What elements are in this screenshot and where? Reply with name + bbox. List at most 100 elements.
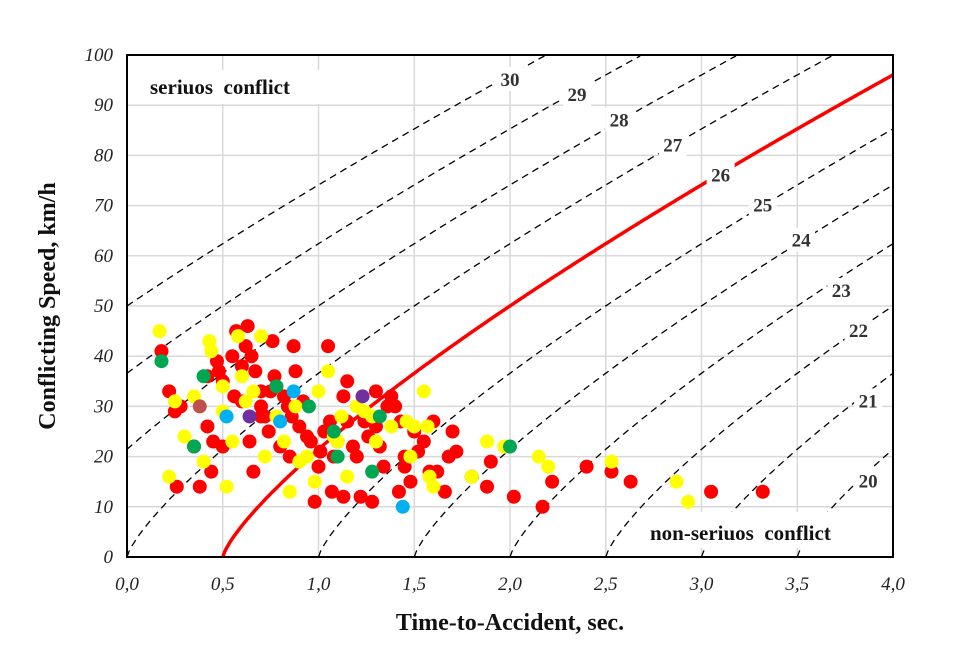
point-green — [269, 379, 284, 394]
non-serious-conflict-label: non-seriuos conflict — [650, 521, 831, 545]
x-tick-label: 3,0 — [689, 574, 714, 595]
dashed-curve-28 — [126, 55, 737, 450]
y-tick-label: 70 — [94, 196, 114, 217]
point-red — [623, 474, 638, 489]
point-red — [535, 499, 550, 514]
point-red — [376, 459, 391, 474]
point-red — [321, 339, 336, 354]
y-tick-label: 60 — [94, 246, 114, 267]
point-yellow — [257, 449, 272, 464]
point-red — [234, 359, 249, 374]
curve-label-bg — [605, 107, 634, 132]
point-green — [365, 464, 380, 479]
point-red — [265, 334, 280, 349]
y-tick-label: 50 — [94, 296, 114, 317]
curve-label-bg — [854, 468, 883, 493]
point-red — [303, 434, 318, 449]
point-yellow — [254, 329, 269, 344]
curve-label-bg — [844, 318, 873, 343]
serious-label-bg — [143, 70, 333, 104]
curve-label-21: 21 — [859, 391, 878, 412]
point-red — [225, 349, 240, 364]
curve-label-bg — [854, 388, 883, 413]
dashed-curve-21 — [700, 372, 894, 558]
dashed-curve-29 — [126, 55, 641, 374]
point-yellow — [288, 399, 303, 414]
point-red — [324, 484, 339, 499]
x-tick-label: 3,5 — [784, 574, 809, 595]
point-red — [340, 374, 355, 389]
point-red — [254, 409, 269, 424]
point-yellow — [368, 434, 383, 449]
point-yellow — [669, 474, 684, 489]
point-yellow — [215, 379, 230, 394]
curve-label-27: 27 — [663, 135, 683, 156]
point-red — [545, 474, 560, 489]
curve-label-bg — [827, 277, 856, 302]
point-yellow — [403, 449, 418, 464]
point-red — [336, 389, 351, 404]
point-red — [311, 459, 326, 474]
curve-label-bg — [496, 67, 524, 92]
point-yellow — [152, 324, 167, 339]
x-tick-label: 1,5 — [402, 574, 426, 595]
point-red — [353, 489, 368, 504]
point-red — [288, 364, 303, 379]
curve-label-bg — [787, 227, 816, 252]
point-yellow — [531, 449, 546, 464]
plot-frame — [126, 54, 894, 558]
x-tick-label: 2,5 — [594, 574, 618, 595]
point-yellow — [307, 474, 322, 489]
point-red — [755, 484, 770, 499]
point-yellow — [416, 384, 431, 399]
point-red — [244, 349, 259, 364]
point-red — [506, 489, 521, 504]
point-red — [483, 454, 498, 469]
y-tick-label: 90 — [94, 95, 114, 116]
point-yellow — [384, 419, 399, 434]
data-points — [152, 319, 770, 514]
point-red — [349, 449, 364, 464]
curve-label-28: 28 — [610, 110, 629, 131]
point-yellow — [204, 344, 219, 359]
curve-label-25: 25 — [753, 196, 772, 217]
point-yellow — [300, 449, 315, 464]
serious-conflict-label: seriuos conflict — [150, 75, 290, 99]
point-yellow — [681, 494, 696, 509]
curve-label-23: 23 — [832, 281, 851, 302]
point-yellow — [162, 469, 177, 484]
point-green — [196, 369, 211, 384]
point-yellow — [196, 454, 211, 469]
point-yellow — [407, 419, 422, 434]
point-green — [154, 354, 169, 369]
curve-label-bg — [563, 82, 592, 107]
y-tick-label: 30 — [93, 396, 114, 417]
dashed-curve-24 — [413, 184, 894, 558]
point-red — [365, 494, 380, 509]
point-yellow — [238, 394, 253, 409]
y-tick-label: 100 — [85, 45, 114, 66]
point-green — [187, 439, 202, 454]
point-yellow — [225, 434, 240, 449]
dashed-curve-20 — [796, 448, 894, 558]
point-yellow — [177, 429, 192, 444]
point-green — [372, 409, 387, 424]
point-red — [579, 459, 594, 474]
point-yellow — [426, 479, 441, 494]
point-red — [704, 484, 719, 499]
y-tick-label: 0 — [104, 547, 114, 568]
point-red — [292, 419, 307, 434]
point-red — [449, 444, 464, 459]
point-red — [368, 384, 383, 399]
point-yellow — [219, 479, 234, 494]
point-red — [261, 424, 276, 439]
point-red — [246, 464, 261, 479]
curve-label-bg — [658, 132, 687, 157]
point-blue — [273, 414, 288, 429]
point-yellow — [234, 369, 249, 384]
point-blue — [286, 384, 301, 399]
point-red — [307, 494, 322, 509]
point-red — [416, 434, 431, 449]
point-red — [313, 444, 328, 459]
